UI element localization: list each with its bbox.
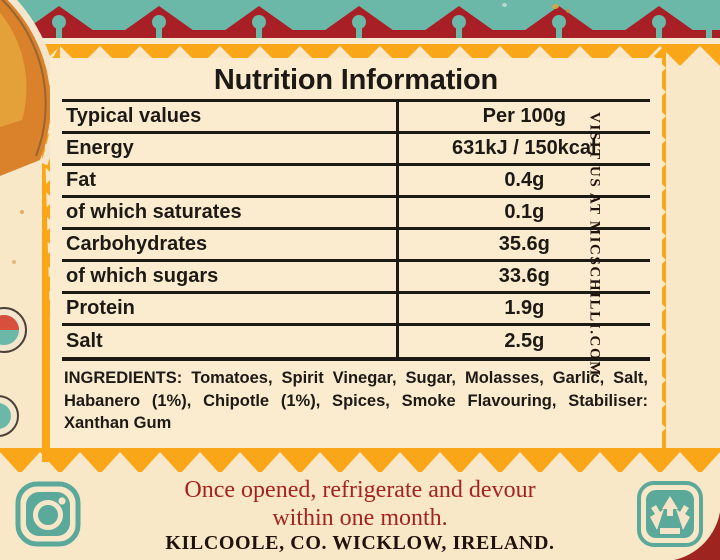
nutrition-table: Typical values Per 100g Energy 631kJ / 1…: [62, 99, 650, 357]
top-decorative-band: [0, 0, 720, 38]
corner-flourish: [674, 512, 720, 560]
table-row: Protein 1.9g: [62, 291, 650, 325]
orange-zigzag-top: [0, 44, 720, 66]
nutrient-value-sugars: 33.6g: [397, 259, 650, 293]
nutrient-label-energy: Energy: [62, 131, 399, 165]
ingredients-text: Tomatoes, Spirit Vinegar, Sugar, Molasse…: [64, 368, 648, 433]
column-header-per-100g: Per 100g: [397, 99, 650, 133]
teal-lollipop-dots: [2, 15, 716, 38]
refrigerate-line-1: Once opened, refrigerate and devour: [184, 477, 536, 503]
nutrient-label-protein: Protein: [62, 291, 399, 325]
table-row: Energy 631kJ / 150kcal: [62, 131, 650, 165]
nutrient-value-salt: 2.5g: [397, 323, 650, 357]
nutrient-value-saturates: 0.1g: [397, 195, 650, 229]
table-row: Carbohydrates 35.6g: [62, 227, 650, 261]
table-row: of which saturates 0.1g: [62, 195, 650, 229]
refrigerate-notice: Once opened, refrigerate and devour with…: [110, 477, 610, 533]
nutrient-value-energy: 631kJ / 150kcal: [397, 131, 650, 165]
speckle: [566, 9, 570, 13]
nutrition-info-panel: Nutrition Information Typical values Per…: [50, 58, 662, 448]
nutrient-label-sugars: of which sugars: [62, 259, 399, 293]
table-bottom-divider: [62, 356, 650, 361]
speckle: [552, 4, 559, 9]
table-row: Salt 2.5g: [62, 323, 650, 357]
speckle: [502, 3, 507, 7]
nutrient-label-salt: Salt: [62, 323, 399, 357]
left-decorative-artwork: [0, 0, 52, 437]
address-line: KILCOOLE, CO. WICKLOW, IRELAND.: [165, 532, 555, 554]
table-header-row: Typical values Per 100g: [62, 99, 650, 133]
refrigerate-line-2: within one month.: [272, 504, 448, 531]
ingredients-heading: INGREDIENTS:: [64, 368, 183, 387]
footer: Once opened, refrigerate and devour with…: [0, 472, 720, 560]
nutrient-label-carbohydrates: Carbohydrates: [62, 227, 399, 261]
ingredients-block: INGREDIENTS: Tomatoes, Spirit Vinegar, S…: [62, 361, 650, 435]
nutrient-value-carbohydrates: 35.6g: [397, 227, 650, 261]
column-header-typical-values: Typical values: [62, 99, 399, 133]
nutrient-value-protein: 1.9g: [397, 291, 650, 325]
nutrient-value-fat: 0.4g: [397, 163, 650, 197]
visit-us-url[interactable]: VISIT US AT MICSCHILLI.COM: [586, 112, 603, 377]
instagram-icon[interactable]: [12, 478, 84, 550]
orange-zigzag-bottom: [0, 448, 720, 474]
nutrient-label-fat: Fat: [62, 163, 399, 197]
recycle-icon[interactable]: [634, 478, 706, 550]
table-row: of which sugars 33.6g: [62, 259, 650, 293]
table-row: Fat 0.4g: [62, 163, 650, 197]
page-title: Nutrition Information: [213, 64, 499, 96]
nutrient-label-saturates: of which saturates: [62, 195, 399, 229]
